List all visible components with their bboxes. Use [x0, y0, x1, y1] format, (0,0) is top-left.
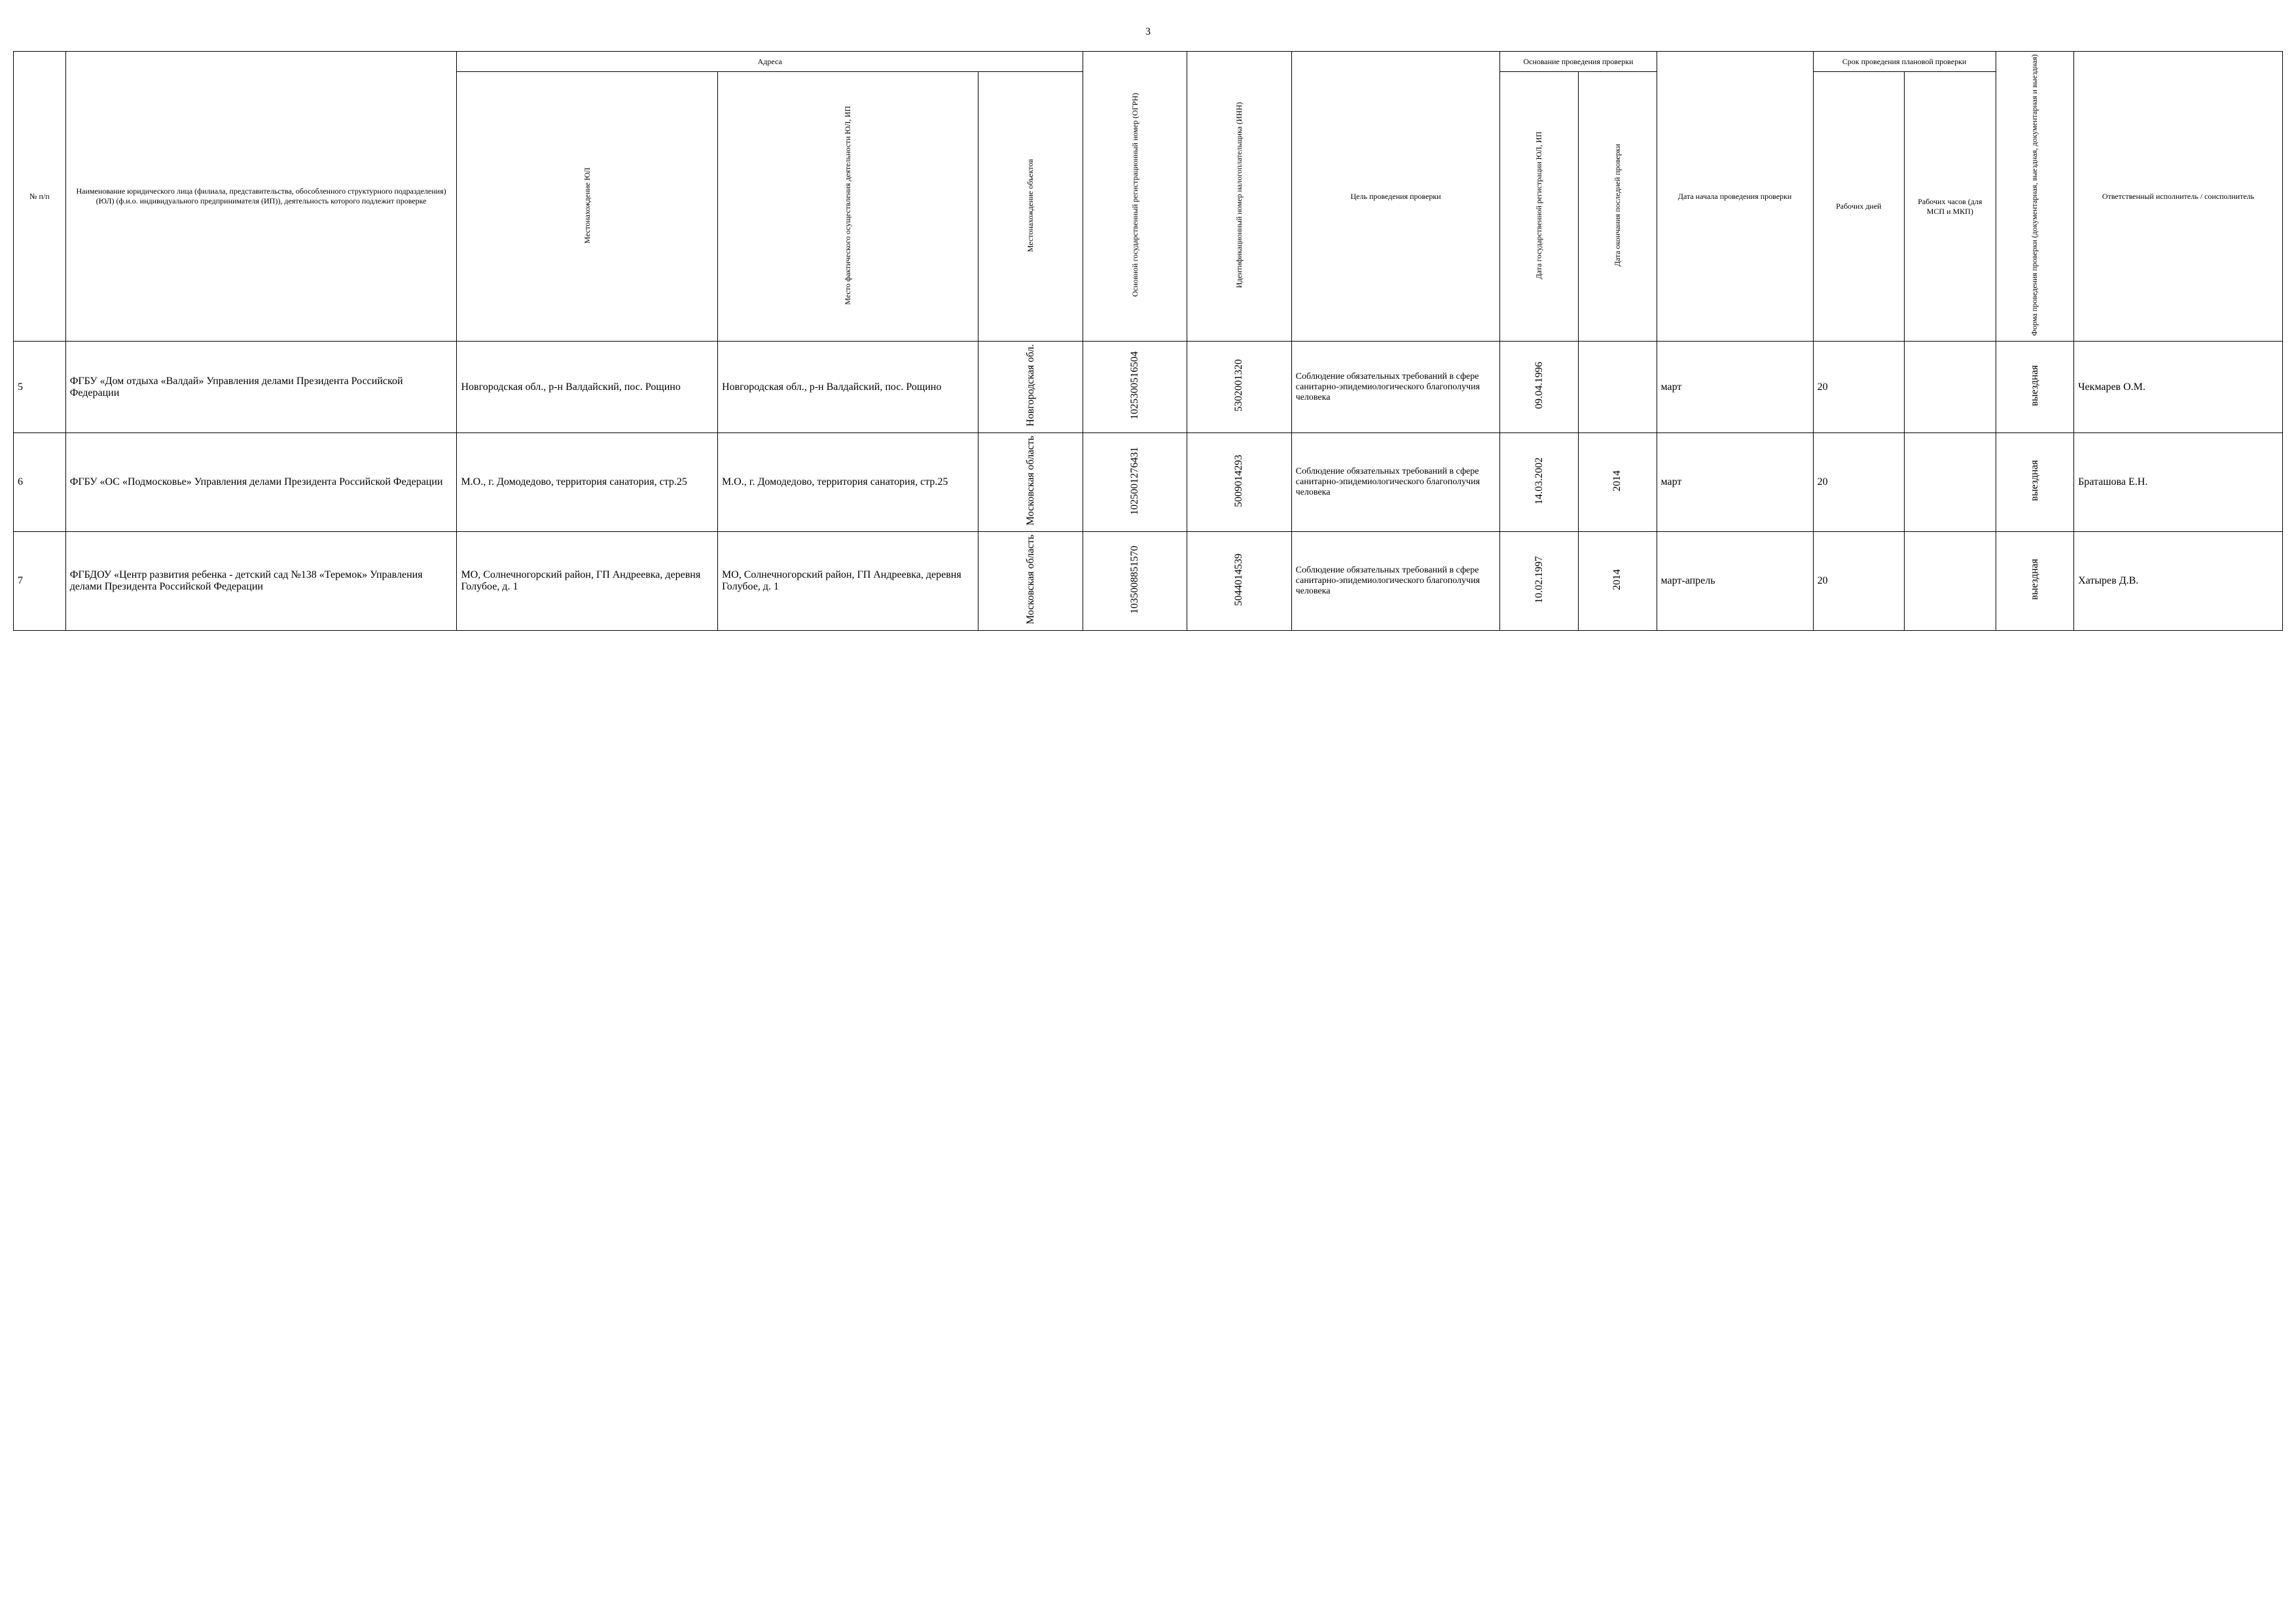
cell-ogrn: 1025300516504 — [1083, 342, 1187, 433]
th-inn: Идентификационный номер налогоплательщик… — [1187, 52, 1291, 342]
cell-addr-fact: М.О., г. Домодедово, территория санатори… — [717, 432, 978, 531]
table-row: 6ФГБУ «ОС «Подмосковье» Управления делам… — [14, 432, 2283, 531]
cell-reg-date: 10.02.1997 — [1500, 532, 1579, 631]
cell-num: 6 — [14, 432, 66, 531]
table-row: 7ФГБДОУ «Центр развития ребенка - детски… — [14, 532, 2283, 631]
cell-hours — [1905, 342, 1996, 433]
cell-num: 7 — [14, 532, 66, 631]
cell-goal: Соблюдение обязательных требований в сфе… — [1291, 432, 1500, 531]
cell-ogrn: 1025001276431 — [1083, 432, 1187, 531]
cell-inn: 5009014293 — [1187, 432, 1291, 531]
page-number: 3 — [13, 26, 2283, 38]
th-duration: Срок проведения плановой проверки — [1813, 52, 1996, 72]
th-name: Наименование юридического лица (филиала,… — [65, 52, 457, 342]
cell-addr-fact: Новгородская обл., р-н Валдайский, пос. … — [717, 342, 978, 433]
cell-form: выездная — [1996, 432, 2074, 531]
cell-goal: Соблюдение обязательных требований в сфе… — [1291, 532, 1500, 631]
cell-name: ФГБДОУ «Центр развития ребенка - детский… — [65, 532, 457, 631]
cell-hours — [1905, 432, 1996, 531]
cell-start: март-апрель — [1657, 532, 1813, 631]
th-addr-fact: Место фактического осуществления деятель… — [717, 72, 978, 342]
cell-days: 20 — [1813, 342, 1904, 433]
th-resp: Ответственный исполнитель / соисполнител… — [2074, 52, 2283, 342]
th-ogrn: Основной государственный регистрационный… — [1083, 52, 1187, 342]
cell-ogrn: 1035008851570 — [1083, 532, 1187, 631]
th-last-date: Дата окончания последней проверки — [1578, 72, 1657, 342]
th-num: № п/п — [14, 52, 66, 342]
cell-resp: Хатырев Д.В. — [2074, 532, 2283, 631]
cell-reg-date: 09.04.1996 — [1500, 342, 1579, 433]
inspection-plan-table: № п/п Наименование юридического лица (фи… — [13, 51, 2283, 631]
cell-resp: Чекмарев О.М. — [2074, 342, 2283, 433]
cell-num: 5 — [14, 342, 66, 433]
cell-name: ФГБУ «Дом отдыха «Валдай» Управления дел… — [65, 342, 457, 433]
cell-addr-yul: М.О., г. Домодедово, территория санатори… — [457, 432, 718, 531]
cell-last-date: 2014 — [1578, 532, 1657, 631]
cell-addr-obj: Московская область — [978, 432, 1083, 531]
cell-last-date: 2014 — [1578, 432, 1657, 531]
cell-last-date — [1578, 342, 1657, 433]
th-days: Рабочих дней — [1813, 72, 1904, 342]
cell-days: 20 — [1813, 432, 1904, 531]
cell-name: ФГБУ «ОС «Подмосковье» Управления делами… — [65, 432, 457, 531]
th-addr-yul: Местонахождение ЮЛ — [457, 72, 718, 342]
table-row: 5ФГБУ «Дом отдыха «Валдай» Управления де… — [14, 342, 2283, 433]
cell-days: 20 — [1813, 532, 1904, 631]
cell-goal: Соблюдение обязательных требований в сфе… — [1291, 342, 1500, 433]
th-form: Форма проведения проверки (документарная… — [1996, 52, 2074, 342]
th-start: Дата начала проведения проверки — [1657, 52, 1813, 342]
th-addr-obj: Местонахождение объектов — [978, 72, 1083, 342]
th-addresses: Адреса — [457, 52, 1083, 72]
cell-inn: 5044014539 — [1187, 532, 1291, 631]
th-basis: Основание проведения проверки — [1500, 52, 1657, 72]
cell-addr-yul: Новгородская обл., р-н Валдайский, пос. … — [457, 342, 718, 433]
cell-start: март — [1657, 432, 1813, 531]
th-hours: Рабочих часов (для МСП и МКП) — [1905, 72, 1996, 342]
cell-addr-fact: МО, Солнечногорский район, ГП Андреевка,… — [717, 532, 978, 631]
th-reg-date: Дата государственной регистрации ЮЛ, ИП — [1500, 72, 1579, 342]
cell-form: выездная — [1996, 342, 2074, 433]
cell-hours — [1905, 532, 1996, 631]
cell-resp: Браташова Е.Н. — [2074, 432, 2283, 531]
cell-addr-obj: Московская область — [978, 532, 1083, 631]
cell-form: выездная — [1996, 532, 2074, 631]
cell-addr-obj: Новгородская обл. — [978, 342, 1083, 433]
cell-inn: 5302001320 — [1187, 342, 1291, 433]
cell-addr-yul: МО, Солнечногорский район, ГП Андреевка,… — [457, 532, 718, 631]
th-goal: Цель проведения проверки — [1291, 52, 1500, 342]
cell-reg-date: 14.03.2002 — [1500, 432, 1579, 531]
cell-start: март — [1657, 342, 1813, 433]
